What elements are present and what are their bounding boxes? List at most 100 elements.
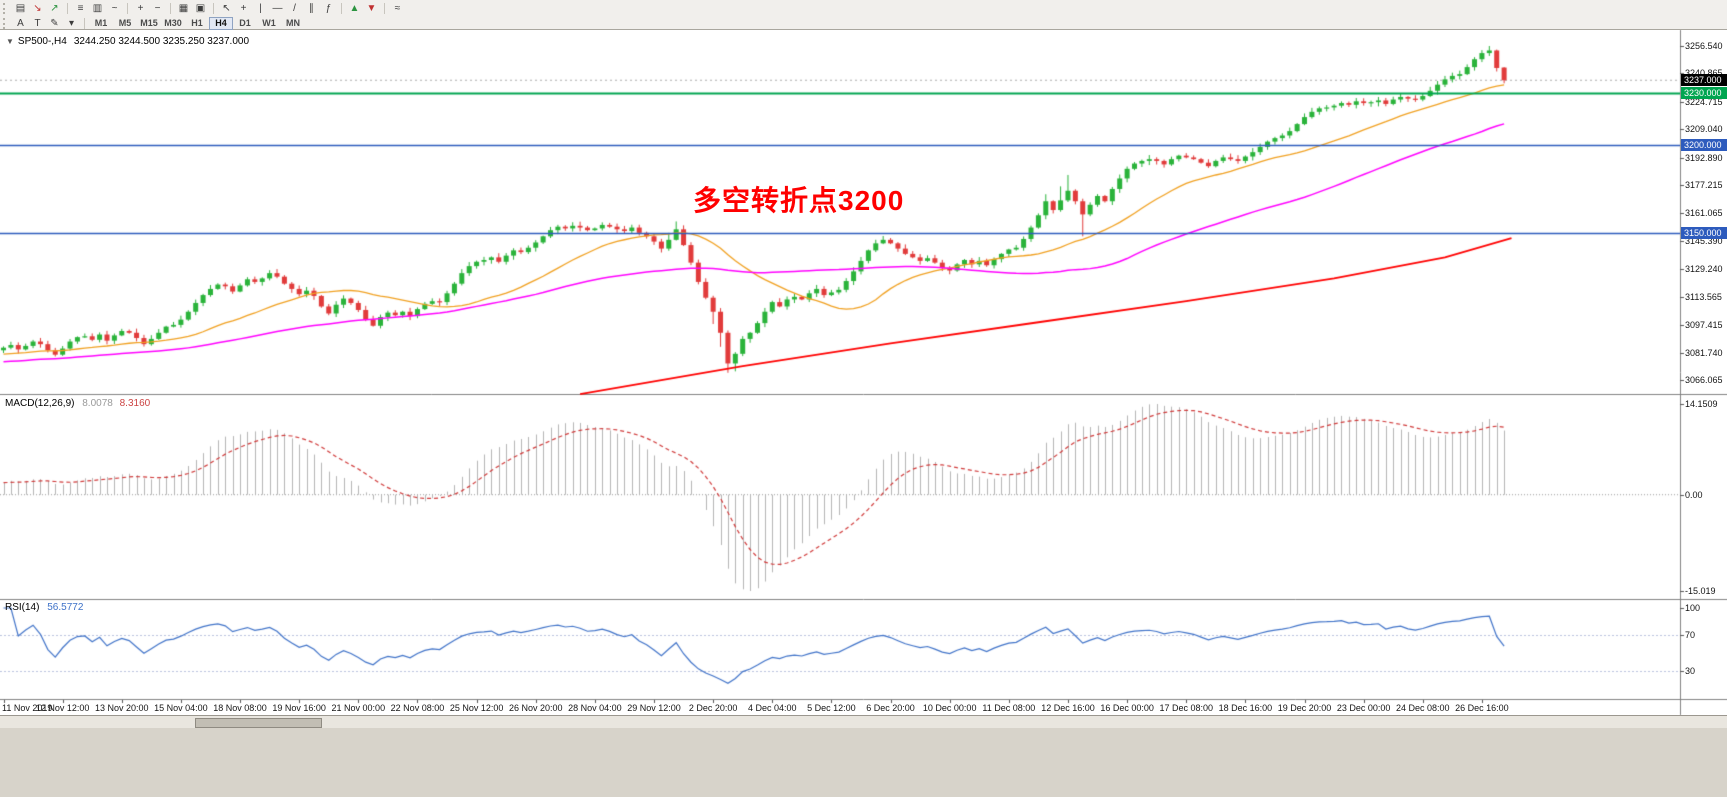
macd-axis-label: 0.00 [1685, 489, 1703, 500]
time-tick-label: 19 Dec 20:00 [1277, 703, 1332, 713]
arrow-down-icon[interactable]: ▼ [366, 2, 377, 14]
fibonacci-icon[interactable]: ƒ [325, 2, 332, 14]
price-tick-label: 3240.865 [1685, 68, 1723, 78]
time-tick-label: 19 Nov 16:00 [272, 703, 326, 713]
indicators-icon[interactable]: ≈ [394, 2, 401, 14]
macd-axis-label: 14.1509 [1685, 399, 1718, 409]
toolbar-row-icons: ▤ ↘ ↗ ≡ ▥ ~ + − ▦ ▣ ↖ + | — / ∥ ƒ ▲ ▼ ≈ [2, 1, 406, 15]
label-tool-icon[interactable]: A [17, 17, 24, 29]
timeframe-MN[interactable]: MN [286, 18, 300, 28]
toolbar-separator [384, 2, 385, 14]
toolbar-separator [341, 2, 342, 14]
macd-main-value: 8.0078 [82, 398, 113, 409]
timeframe-H4[interactable]: H4 [209, 16, 233, 30]
toolbar-grip [3, 17, 8, 29]
channel-icon[interactable]: ∥ [309, 2, 314, 14]
price-level-badge: 3230.000 [1681, 86, 1727, 99]
ohlc-values: 3244.250 3244.500 3235.250 3237.000 [73, 36, 250, 47]
arrow-up-icon[interactable]: ▲ [349, 2, 360, 14]
price-tick-label: 3224.715 [1685, 96, 1723, 107]
sell-order-icon[interactable]: ↘ [33, 2, 42, 14]
time-tick-label: 12 Nov 12:00 [35, 703, 90, 713]
time-tick-label: 10 Dec 00:00 [922, 703, 977, 713]
annotation-text[interactable]: 多空转折点3200 [693, 185, 905, 216]
time-tick-label: 26 Nov 20:00 [508, 703, 563, 713]
menu-grid-icon[interactable]: ▤ [15, 2, 26, 14]
cursor-tool-icon[interactable]: ↖ [222, 2, 231, 14]
time-tick-label: 11 Nov 2019 [2, 703, 53, 713]
trendline-icon[interactable]: / [293, 2, 296, 14]
line-chart-icon[interactable]: ~ [111, 2, 118, 14]
time-tick-label: 22 Nov 08:00 [390, 703, 445, 713]
timeframe-W1[interactable]: W1 [262, 18, 276, 28]
time-tick-label: 6 Dec 20:00 [866, 703, 915, 713]
horizontal-line-icon[interactable]: — [272, 2, 283, 14]
time-tick-label: 2 Dec 20:00 [688, 703, 738, 713]
price-tick-label: 3145.390 [1685, 235, 1723, 246]
price-tick-label: 3113.565 [1685, 291, 1722, 302]
zoom-in-icon[interactable]: + [137, 2, 144, 14]
text-tool-icon[interactable]: T [34, 17, 41, 29]
bar-chart-icon[interactable]: ≡ [77, 2, 84, 14]
time-tick-label: 17 Dec 08:00 [1159, 703, 1213, 713]
zoom-out-icon[interactable]: − [154, 2, 161, 14]
price-tick-label: 3256.540 [1685, 41, 1723, 51]
timeframe-M5[interactable]: M5 [118, 18, 132, 28]
macd-signal-value: 8.3160 [119, 398, 151, 409]
time-tick-label: 13 Nov 20:00 [94, 703, 149, 713]
candlestick-chart-icon[interactable]: ▥ [92, 2, 103, 14]
buy-order-icon[interactable]: ↗ [50, 2, 59, 14]
horizontal-scrollbar-thumb[interactable] [195, 718, 322, 728]
timeframe-D1[interactable]: D1 [239, 18, 251, 28]
toolbar-separator [84, 17, 85, 29]
macd-label: MACD(12,26,9) 8.0078 8.3160 [5, 398, 150, 409]
time-tick-label: 5 Dec 12:00 [807, 703, 856, 713]
time-tick-label: 21 Nov 00:00 [331, 703, 386, 713]
toolbar: ▤ ↘ ↗ ≡ ▥ ~ + − ▦ ▣ ↖ + | — / ∥ ƒ ▲ ▼ ≈ A T ✎ ▾ M1 M5 M15 M30 H1 H4 D… [0, 0, 1727, 30]
timeframe-M30[interactable]: M30 [164, 18, 182, 28]
rsi-axis-label: 30 [1685, 666, 1696, 676]
time-tick-label: 18 Nov 08:00 [213, 703, 267, 713]
toolbar-separator [170, 2, 171, 14]
timeframe-H1[interactable]: H1 [191, 18, 203, 28]
price-tick-label: 3209.040 [1685, 124, 1723, 135]
dropdown-arrow-icon[interactable]: ▾ [68, 17, 75, 29]
macd-axis-label: -15.019 [1685, 586, 1716, 596]
timeframe-M1[interactable]: M1 [94, 18, 108, 28]
chart-title: ▼ SP500-,H4 3244.250 3244.500 3235.250 323… [6, 36, 249, 47]
chart-collapse-icon[interactable]: ▼ [6, 37, 14, 46]
price-level-badge: 3200.000 [1681, 139, 1727, 152]
rsi-label: RSI(14) 56.5772 [5, 602, 83, 613]
rsi-name: RSI(14) [5, 602, 40, 613]
workspace-background [0, 728, 1727, 797]
vertical-line-icon[interactable]: | [259, 2, 262, 14]
price-tick-label: 3192.890 [1685, 152, 1723, 163]
current-price-badge: 3237.000 [1681, 74, 1727, 87]
time-tick-label: 11 Dec 08:00 [982, 703, 1036, 713]
price-tick-label: 3081.740 [1685, 347, 1723, 358]
rsi-value: 56.5772 [47, 602, 84, 613]
time-tick-label: 26 Dec 16:00 [1455, 703, 1509, 713]
time-tick-label: 4 Dec 04:00 [748, 703, 797, 713]
toolbar-separator [127, 2, 128, 14]
toolbar-separator [213, 2, 214, 14]
horizontal-scrollbar-track[interactable] [0, 715, 1727, 728]
draw-tool-icon[interactable]: ✎ [50, 17, 59, 29]
time-tick-label: 15 Nov 04:00 [154, 703, 208, 713]
tile-windows-icon[interactable]: ▣ [195, 2, 206, 14]
rsi-axis-label: 100 [1685, 603, 1701, 613]
timeframe-M15[interactable]: M15 [140, 18, 158, 28]
time-tick-label: 29 Nov 12:00 [627, 703, 681, 713]
time-tick-label: 28 Nov 04:00 [568, 703, 622, 713]
time-tick-label: 16 Dec 00:00 [1100, 703, 1154, 713]
symbol-period-label: SP500-,H4 [17, 36, 67, 47]
new-chart-icon[interactable]: ▦ [178, 2, 189, 14]
toolbar-row-tools: A T ✎ ▾ M1 M5 M15 M30 H1 H4 D1 W1 MN [2, 16, 305, 30]
time-tick-label: 24 Dec 08:00 [1396, 703, 1450, 713]
rsi-axis-label: 70 [1685, 630, 1696, 640]
crosshair-tool-icon[interactable]: + [240, 2, 247, 14]
price-tick-label: 3161.065 [1685, 208, 1723, 219]
time-tick-label: 23 Dec 00:00 [1336, 703, 1391, 713]
